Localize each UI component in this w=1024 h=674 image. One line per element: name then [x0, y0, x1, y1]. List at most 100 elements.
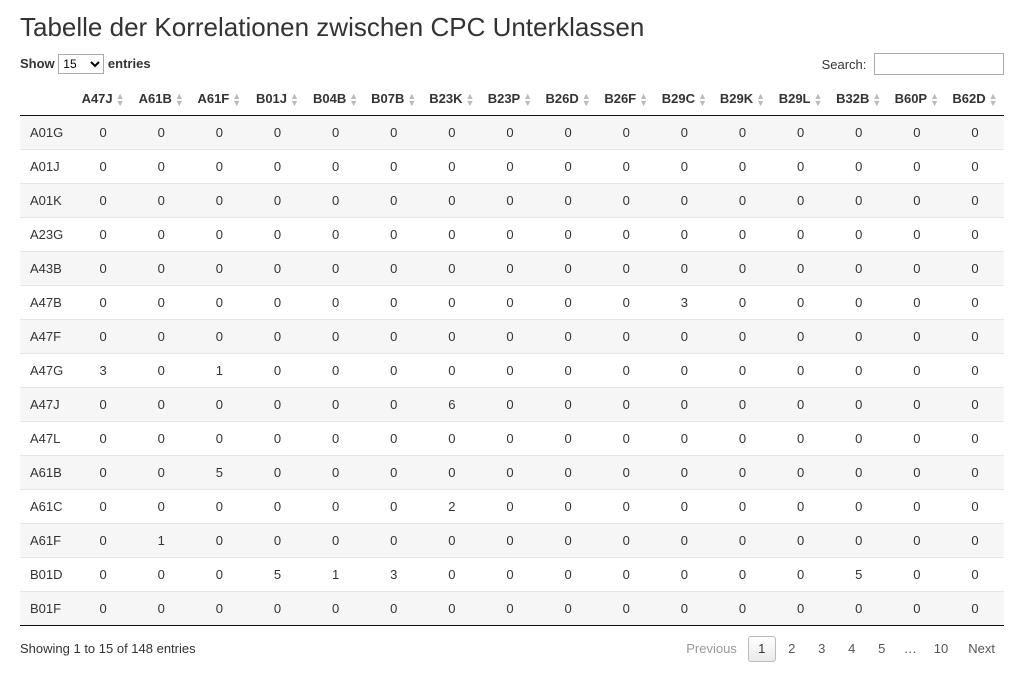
cell: 0 — [597, 557, 655, 591]
cell: 0 — [365, 523, 423, 557]
cell: 0 — [132, 455, 190, 489]
cell: 0 — [307, 591, 365, 625]
table-row: A47J0000006000000000 — [20, 387, 1004, 421]
column-header[interactable]: B60P — [888, 83, 946, 115]
row-label: A23G — [20, 217, 74, 251]
cell: 0 — [772, 285, 830, 319]
cell: 0 — [946, 217, 1004, 251]
cell: 0 — [713, 183, 771, 217]
cell: 0 — [772, 455, 830, 489]
cell: 0 — [946, 523, 1004, 557]
cell: 0 — [365, 285, 423, 319]
column-header[interactable]: B23P — [481, 83, 539, 115]
cell: 0 — [248, 251, 306, 285]
column-header[interactable]: B04B — [307, 83, 365, 115]
cell: 0 — [713, 523, 771, 557]
cell: 0 — [248, 319, 306, 353]
cell: 0 — [713, 455, 771, 489]
cell: 0 — [423, 115, 481, 149]
column-header[interactable]: B32B — [830, 83, 888, 115]
cell: 0 — [888, 319, 946, 353]
cell: 0 — [655, 387, 713, 421]
cell: 0 — [713, 353, 771, 387]
sort-icon — [582, 93, 591, 107]
page-number[interactable]: 1 — [748, 636, 776, 662]
cell: 0 — [539, 319, 597, 353]
column-header[interactable]: B62D — [946, 83, 1004, 115]
cell: 0 — [713, 319, 771, 353]
cell: 0 — [365, 115, 423, 149]
cell: 0 — [539, 285, 597, 319]
column-header[interactable]: A61B — [132, 83, 190, 115]
sort-icon — [872, 93, 881, 107]
column-header[interactable]: B01J — [248, 83, 306, 115]
cell: 0 — [307, 217, 365, 251]
page-number[interactable]: 10 — [925, 636, 957, 662]
page-next[interactable]: Next — [959, 636, 1004, 662]
page-number[interactable]: 3 — [808, 636, 836, 662]
cell: 0 — [713, 285, 771, 319]
column-header[interactable]: B26D — [539, 83, 597, 115]
cell: 0 — [597, 319, 655, 353]
cell: 0 — [888, 217, 946, 251]
page-number[interactable]: 5 — [868, 636, 896, 662]
cell: 0 — [248, 149, 306, 183]
cell: 0 — [888, 183, 946, 217]
column-header[interactable]: B23K — [423, 83, 481, 115]
column-header[interactable]: B29L — [772, 83, 830, 115]
search-label: Search: — [822, 57, 867, 72]
cell: 0 — [946, 353, 1004, 387]
sort-icon — [523, 93, 532, 107]
cell: 0 — [132, 591, 190, 625]
cell: 1 — [190, 353, 248, 387]
cell: 0 — [888, 251, 946, 285]
table-row: A43B0000000000000000 — [20, 251, 1004, 285]
cell: 0 — [307, 387, 365, 421]
cell: 0 — [888, 353, 946, 387]
cell: 0 — [481, 149, 539, 183]
cell: 0 — [365, 387, 423, 421]
row-label: A47J — [20, 387, 74, 421]
cell: 0 — [597, 421, 655, 455]
cell: 0 — [307, 285, 365, 319]
column-header[interactable]: A47J — [74, 83, 132, 115]
cell: 0 — [74, 251, 132, 285]
cell: 0 — [655, 591, 713, 625]
cell: 0 — [655, 489, 713, 523]
column-header[interactable]: B29K — [713, 83, 771, 115]
cell: 0 — [423, 319, 481, 353]
sort-icon — [756, 93, 765, 107]
cell: 0 — [481, 353, 539, 387]
row-label: A61F — [20, 523, 74, 557]
column-header[interactable]: B26F — [597, 83, 655, 115]
cell: 0 — [772, 353, 830, 387]
row-label: A47B — [20, 285, 74, 319]
cell: 0 — [539, 523, 597, 557]
cell: 0 — [74, 591, 132, 625]
cell: 0 — [365, 319, 423, 353]
cell: 0 — [190, 523, 248, 557]
sort-icon — [175, 93, 184, 107]
length-select[interactable]: 10152550100 — [58, 54, 104, 74]
cell: 0 — [423, 285, 481, 319]
cell: 5 — [830, 557, 888, 591]
column-header[interactable]: B29C — [655, 83, 713, 115]
page-number[interactable]: 2 — [778, 636, 806, 662]
search-input[interactable] — [874, 53, 1004, 75]
length-control: Show 10152550100 entries — [20, 54, 151, 74]
cell: 0 — [190, 183, 248, 217]
page-number[interactable]: 4 — [838, 636, 866, 662]
cell: 0 — [307, 489, 365, 523]
cell: 0 — [888, 455, 946, 489]
cell: 0 — [307, 455, 365, 489]
column-header[interactable]: A61F — [190, 83, 248, 115]
cell: 0 — [307, 353, 365, 387]
cell: 0 — [539, 183, 597, 217]
length-prefix: Show — [20, 56, 55, 71]
column-header[interactable]: B07B — [365, 83, 423, 115]
cell: 0 — [597, 489, 655, 523]
cell: 0 — [132, 115, 190, 149]
cell: 0 — [830, 421, 888, 455]
cell: 0 — [481, 183, 539, 217]
cell: 0 — [597, 285, 655, 319]
